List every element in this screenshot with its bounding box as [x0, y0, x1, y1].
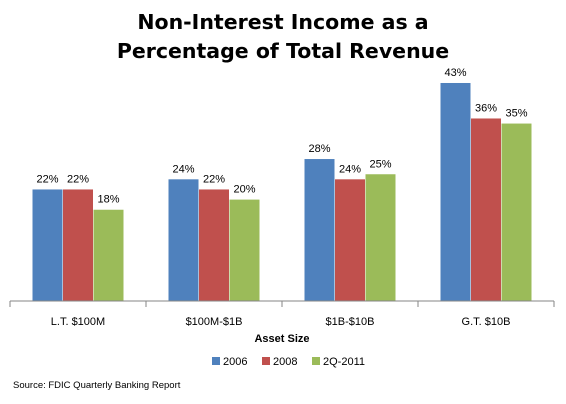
data-label-2008-0: 22%	[67, 173, 89, 185]
x-tick-label-0: L.T. $100M	[51, 316, 105, 328]
data-label-2006-0: 22%	[36, 173, 58, 185]
bar-2008-2	[335, 179, 365, 301]
bar-2Q-2011-2	[365, 174, 396, 301]
x-axis: L.T. $100M $100M-$1B $1B-$10B G.T. $10B Asse…	[9, 300, 555, 345]
bar-2008-1	[199, 189, 229, 301]
data-label-2006-1: 24%	[172, 163, 194, 175]
legend-label-2008: 2008	[273, 356, 297, 368]
legend-swatch-2006	[212, 357, 220, 365]
bar-2Q-2011-0	[93, 209, 124, 301]
legend-swatch-2Q-2011	[312, 357, 320, 365]
source-note: Source: FDIC Quarterly Banking Report	[13, 380, 181, 391]
data-label-2008-1: 22%	[203, 173, 225, 185]
x-tick-label-3: G.T. $10B	[462, 316, 511, 328]
data-label-2006-3: 43%	[444, 67, 466, 79]
x-tick-label-2: $1B-$10B	[326, 316, 375, 328]
chart-title-line-2: Percentage of Total Revenue	[116, 39, 450, 63]
data-label-2008-3: 36%	[475, 102, 497, 114]
data-label-2Q-2011-2: 25%	[369, 158, 391, 170]
bar-2006-3	[440, 82, 471, 302]
data-label-2006-2: 28%	[308, 143, 330, 155]
bar-2Q-2011-3	[501, 123, 532, 301]
legend-label-2006: 2006	[223, 356, 247, 368]
bar-2006-0	[32, 189, 63, 301]
x-tick-label-1: $100M-$1B	[186, 316, 243, 328]
bar-2006-2	[304, 159, 335, 301]
legend-swatch-2008	[262, 357, 270, 365]
bar-2Q-2011-1	[229, 199, 260, 301]
chart-title-line-1: Non-Interest Income as a	[137, 10, 429, 34]
bars-group	[32, 82, 532, 302]
data-label-2Q-2011-3: 35%	[505, 108, 527, 120]
bar-2008-0	[63, 189, 93, 301]
bar-2008-3	[471, 118, 501, 301]
data-label-2008-2: 24%	[339, 163, 361, 175]
bar-2006-1	[168, 179, 199, 301]
legend: 2006 2008 2Q-2011	[212, 356, 365, 368]
data-labels-group: 22% 22% 18% 24% 22% 20% 28% 24% 25% 43% 36% 35%	[36, 67, 527, 206]
data-label-2Q-2011-1: 20%	[233, 184, 255, 196]
chart-title: Non-Interest Income as a Percentage of T…	[0, 8, 566, 66]
legend-label-2Q-2011: 2Q-2011	[323, 356, 365, 368]
x-axis-title: Asset Size	[254, 333, 309, 345]
data-label-2Q-2011-0: 18%	[97, 194, 119, 206]
